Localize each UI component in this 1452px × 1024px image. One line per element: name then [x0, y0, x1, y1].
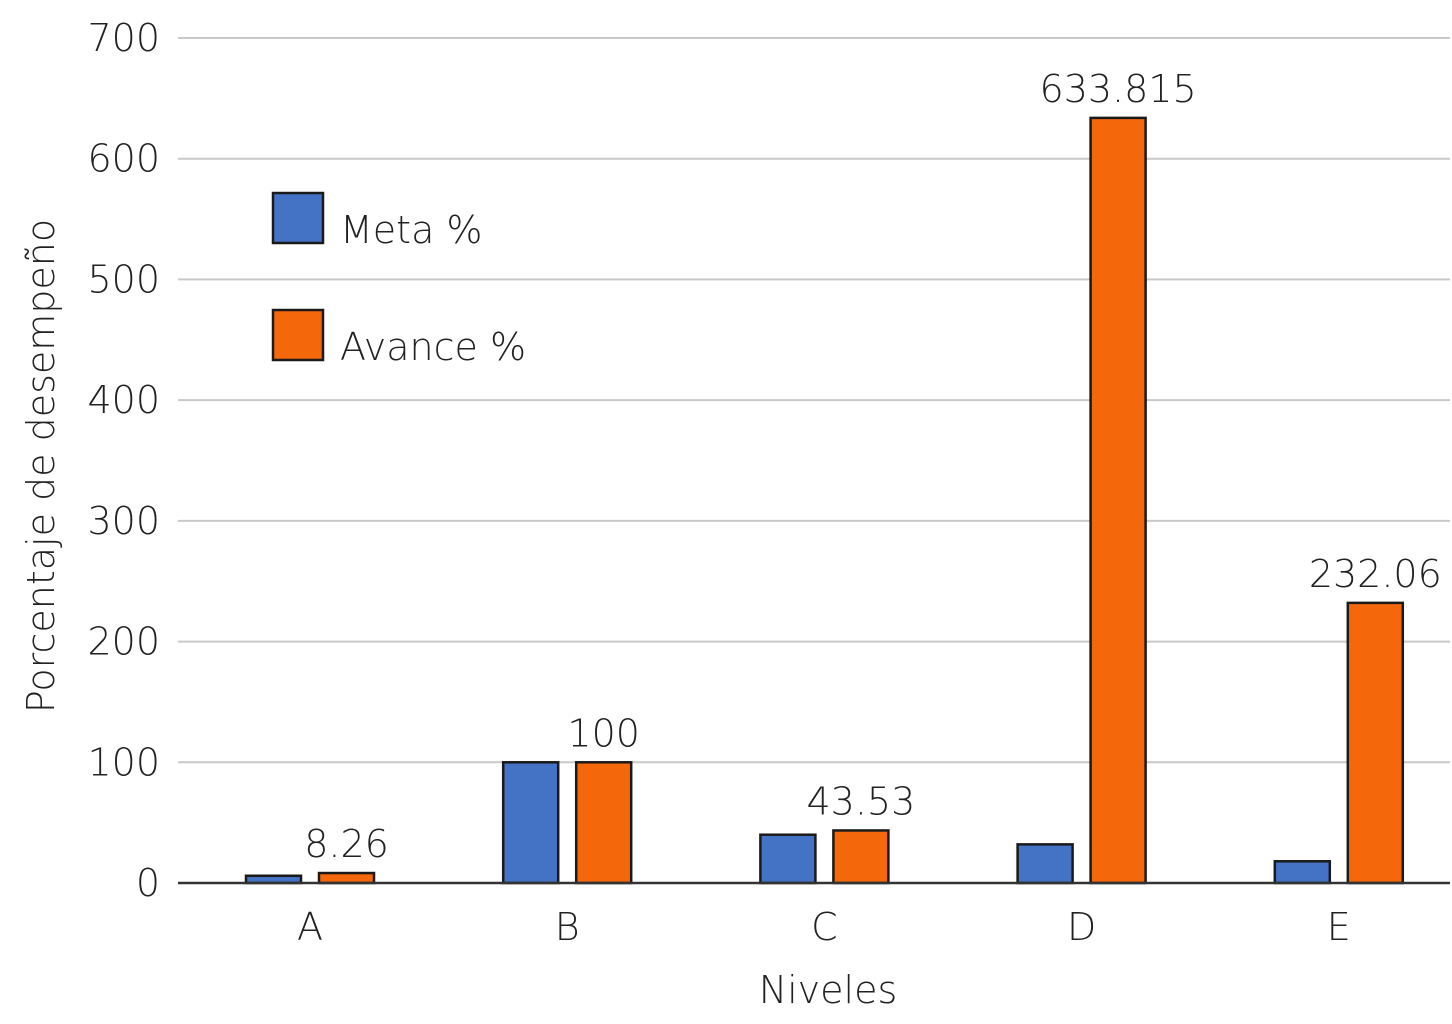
bar-avance-c [832, 829, 890, 885]
bar-avance-b [574, 761, 633, 885]
legend-swatch-meta [271, 191, 325, 245]
bar-avance-d [1089, 116, 1147, 885]
data-label-c: 43.53 [807, 779, 916, 823]
y-tick-label: 500 [87, 257, 160, 301]
y-tick-label: 200 [87, 620, 160, 664]
bar-meta-b [501, 761, 560, 885]
x-tick-labels: A B C D E [297, 905, 1351, 949]
bar-avance-e [1346, 601, 1405, 885]
legend: Meta % Avance % [271, 191, 526, 369]
gridlines [178, 37, 1450, 764]
x-tick-label: B [555, 905, 580, 949]
y-tick-labels: 0 100 200 300 400 500 600 700 [87, 16, 160, 905]
bar-meta-d [1016, 843, 1074, 885]
x-tick-label: A [297, 905, 323, 949]
data-labels: 8.26 100 43.53 633.815 232.06 [304, 67, 1442, 866]
bar-meta-c [759, 833, 817, 885]
y-tick-label: 300 [87, 499, 160, 543]
y-tick-label: 700 [87, 16, 160, 60]
bar-avance-a [317, 871, 376, 885]
y-tick-label: 100 [87, 740, 160, 784]
x-tick-label: C [811, 905, 838, 949]
y-tick-label: 0 [136, 861, 160, 905]
x-tick-label: E [1327, 905, 1351, 949]
bars [244, 116, 1405, 885]
bar-meta-e [1273, 860, 1332, 885]
data-label-a: 8.26 [304, 822, 389, 866]
data-label-b: 100 [567, 711, 640, 755]
data-label-d: 633.815 [1040, 67, 1197, 111]
data-label-e: 232.06 [1309, 552, 1442, 596]
y-axis-title: Porcentaje de desempeño [19, 219, 63, 713]
x-tick-label: D [1067, 905, 1096, 949]
x-axis-title: Niveles [759, 968, 898, 1012]
legend-label-avance: Avance % [340, 325, 526, 369]
legend-swatch-avance [271, 308, 325, 362]
y-tick-label: 400 [87, 378, 160, 422]
y-tick-label: 600 [87, 137, 160, 181]
legend-label-meta: Meta % [340, 208, 483, 252]
